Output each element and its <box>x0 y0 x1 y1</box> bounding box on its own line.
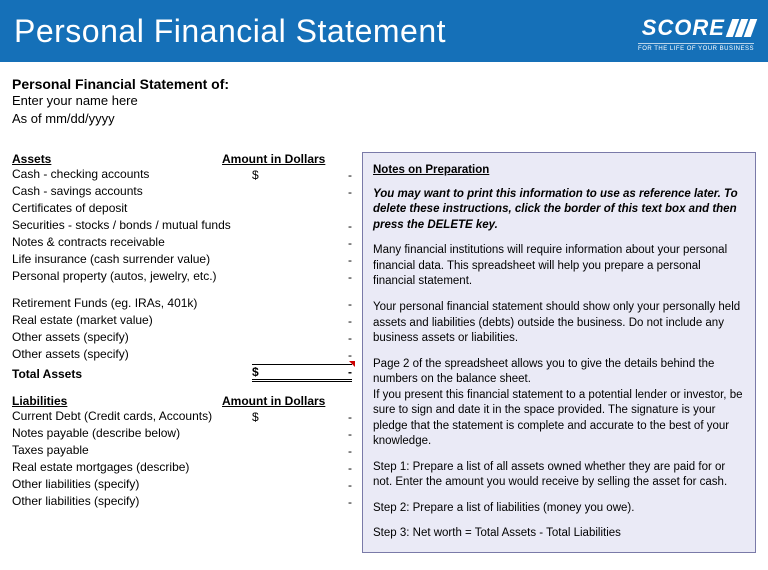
assets-header: Assets <box>12 152 222 167</box>
liability-amount-cell[interactable]: - <box>252 495 352 509</box>
asset-amount-cell[interactable]: - <box>252 297 352 311</box>
asset-amount-cell[interactable]: - <box>252 219 352 233</box>
notes-paragraph: Page 2 of the spreadsheet allows you to … <box>373 357 745 450</box>
asset-row: Cash - savings accounts - <box>12 184 352 199</box>
liability-amount-cell[interactable]: $- <box>252 410 352 424</box>
asset-row: Real estate (market value) - <box>12 313 352 328</box>
total-assets-label: Total Assets <box>12 367 252 382</box>
liability-row: Real estate mortgages (describe) - <box>12 460 352 475</box>
liability-label: Real estate mortgages (describe) <box>12 460 252 475</box>
asset-amount-cell[interactable]: - <box>252 314 352 328</box>
asset-amount-cell[interactable]: - <box>252 253 352 267</box>
liabilities-header-row: Liabilities Amount in Dollars <box>12 394 352 409</box>
assets-amount-header: Amount in Dollars <box>222 152 352 167</box>
asset-row: Cash - checking accounts $- <box>12 167 352 182</box>
asset-row: Securities - stocks / bonds / mutual fun… <box>12 218 352 233</box>
liability-label: Notes payable (describe below) <box>12 426 252 441</box>
brand-logo: SCORE <box>642 15 754 41</box>
liability-label: Other liabilities (specify) <box>12 494 252 509</box>
asset-label: Securities - stocks / bonds / mutual fun… <box>12 218 252 233</box>
header-banner: Personal Financial Statement SCORE FOR T… <box>0 0 768 62</box>
notes-step: Step 3: Net worth = Total Assets - Total… <box>373 526 745 542</box>
name-placeholder[interactable]: Enter your name here <box>12 92 756 110</box>
asset-amount-cell[interactable]: - <box>252 348 352 362</box>
banner-title: Personal Financial Statement <box>14 13 446 50</box>
asset-label: Certificates of deposit <box>12 201 252 216</box>
asset-label: Personal property (autos, jewelry, etc.) <box>12 269 252 284</box>
liability-label: Other liabilities (specify) <box>12 477 252 492</box>
asset-label: Other assets (specify) <box>12 330 252 345</box>
asset-amount-cell[interactable]: $- <box>252 168 352 182</box>
liability-row: Taxes payable - <box>12 443 352 458</box>
liabilities-header: Liabilities <box>12 394 222 409</box>
liabilities-amount-header: Amount in Dollars <box>222 394 352 409</box>
asset-label: Life insurance (cash surrender value) <box>12 252 252 267</box>
total-assets-row: Total Assets $- <box>12 364 352 382</box>
assets-header-row: Assets Amount in Dollars <box>12 152 352 167</box>
asset-row: Personal property (autos, jewelry, etc.)… <box>12 269 352 284</box>
asset-label: Cash - checking accounts <box>12 167 252 182</box>
asset-amount-cell[interactable]: - <box>252 185 352 199</box>
notes-lead: You may want to print this information t… <box>373 187 745 234</box>
content-area: Personal Financial Statement of: Enter y… <box>0 62 768 553</box>
total-assets-amount[interactable]: $- <box>252 364 352 382</box>
notes-paragraph: Many financial institutions will require… <box>373 243 745 290</box>
asset-label: Notes & contracts receivable <box>12 235 252 250</box>
liability-row: Other liabilities (specify) - <box>12 494 352 509</box>
liability-row: Other liabilities (specify) - <box>12 477 352 492</box>
asset-row: Other assets (specify) - <box>12 330 352 345</box>
asset-label: Retirement Funds (eg. IRAs, 401k) <box>12 296 252 311</box>
asset-row: Notes & contracts receivable - <box>12 235 352 250</box>
liability-row: Notes payable (describe below) - <box>12 426 352 441</box>
brand-block: SCORE FOR THE LIFE OF YOUR BUSINESS <box>638 11 754 52</box>
right-column: Notes on Preparation You may want to pri… <box>362 152 756 552</box>
date-placeholder[interactable]: As of mm/dd/yyyy <box>12 110 756 128</box>
brand-tagline: FOR THE LIFE OF YOUR BUSINESS <box>638 43 754 52</box>
asset-label: Real estate (market value) <box>12 313 252 328</box>
asset-row: Life insurance (cash surrender value) - <box>12 252 352 267</box>
two-column-layout: Assets Amount in Dollars Cash - checking… <box>12 152 756 552</box>
liability-amount-cell[interactable]: - <box>252 427 352 441</box>
asset-row: Retirement Funds (eg. IRAs, 401k) - <box>12 296 352 311</box>
subtitle-block: Personal Financial Statement of: Enter y… <box>12 76 756 128</box>
notes-step: Step 1: Prepare a list of all assets own… <box>373 460 745 491</box>
asset-row: Other assets (specify) - <box>12 347 352 362</box>
liability-amount-cell[interactable]: - <box>252 461 352 475</box>
asset-label: Other assets (specify) <box>12 347 252 362</box>
brand-text: SCORE <box>642 15 725 41</box>
asset-amount-cell[interactable]: - <box>252 236 352 250</box>
subtitle-heading: Personal Financial Statement of: <box>12 76 756 92</box>
liability-row: Current Debt (Credit cards, Accounts) $- <box>12 409 352 424</box>
liability-label: Taxes payable <box>12 443 252 458</box>
liability-amount-cell[interactable]: - <box>252 478 352 492</box>
notes-step: Step 2: Prepare a list of liabilities (m… <box>373 501 745 517</box>
liability-label: Current Debt (Credit cards, Accounts) <box>12 409 252 424</box>
brand-slashes-icon <box>729 19 754 37</box>
left-column: Assets Amount in Dollars Cash - checking… <box>12 152 352 552</box>
notes-box[interactable]: Notes on Preparation You may want to pri… <box>362 152 756 552</box>
asset-row: Certificates of deposit <box>12 201 352 216</box>
liability-amount-cell[interactable]: - <box>252 444 352 458</box>
notes-title: Notes on Preparation <box>373 163 745 179</box>
asset-amount-cell[interactable]: - <box>252 270 352 284</box>
asset-label: Cash - savings accounts <box>12 184 252 199</box>
asset-amount-cell[interactable]: - <box>252 331 352 345</box>
notes-paragraph: Your personal financial statement should… <box>373 300 745 347</box>
